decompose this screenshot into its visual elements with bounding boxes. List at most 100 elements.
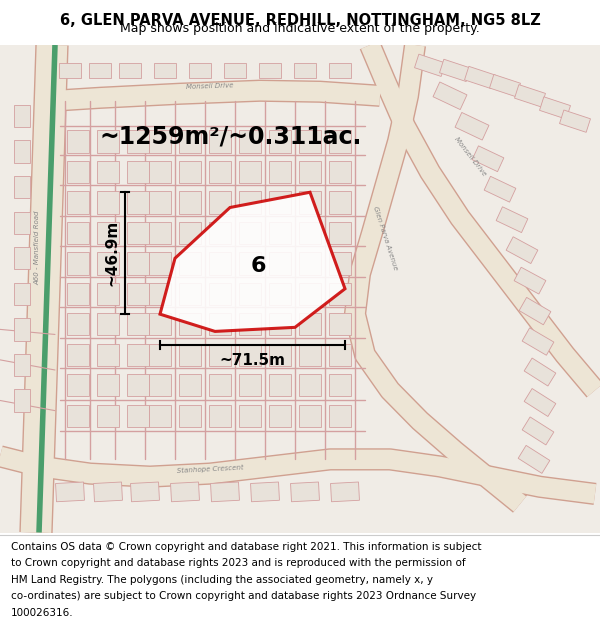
Bar bbox=[329, 130, 351, 152]
Bar bbox=[97, 404, 119, 427]
Bar bbox=[490, 74, 520, 97]
Bar bbox=[518, 446, 550, 473]
Text: co-ordinates) are subject to Crown copyright and database rights 2023 Ordnance S: co-ordinates) are subject to Crown copyr… bbox=[11, 591, 476, 601]
Bar bbox=[269, 313, 291, 336]
Bar bbox=[127, 252, 149, 274]
Bar bbox=[149, 313, 171, 336]
Bar bbox=[415, 54, 445, 76]
Text: Monsell Drive: Monsell Drive bbox=[186, 83, 234, 91]
Bar bbox=[97, 344, 119, 366]
Bar bbox=[239, 282, 261, 305]
Bar bbox=[239, 161, 261, 183]
Bar bbox=[259, 63, 281, 78]
Bar bbox=[299, 404, 321, 427]
Text: ~46.9m: ~46.9m bbox=[104, 220, 119, 286]
Bar bbox=[211, 482, 239, 502]
Bar bbox=[14, 176, 30, 198]
Bar bbox=[67, 222, 89, 244]
Bar bbox=[97, 222, 119, 244]
Bar bbox=[67, 130, 89, 152]
Bar bbox=[329, 252, 351, 274]
Bar bbox=[209, 252, 231, 274]
Bar bbox=[209, 404, 231, 427]
Bar bbox=[149, 344, 171, 366]
Text: 100026316.: 100026316. bbox=[11, 608, 73, 618]
Bar bbox=[179, 252, 201, 274]
Bar bbox=[524, 389, 556, 416]
Bar bbox=[519, 298, 551, 325]
Bar bbox=[269, 161, 291, 183]
Bar bbox=[239, 404, 261, 427]
Bar bbox=[299, 130, 321, 152]
Bar bbox=[514, 268, 546, 294]
Bar bbox=[522, 417, 554, 445]
Bar bbox=[329, 344, 351, 366]
Bar bbox=[524, 358, 556, 386]
Bar bbox=[433, 82, 467, 109]
Bar bbox=[299, 161, 321, 183]
Bar bbox=[239, 222, 261, 244]
Bar bbox=[269, 282, 291, 305]
Text: Monsell Drive: Monsell Drive bbox=[453, 136, 487, 178]
Bar bbox=[269, 344, 291, 366]
Bar bbox=[209, 130, 231, 152]
Bar bbox=[67, 282, 89, 305]
Text: 6: 6 bbox=[250, 256, 266, 276]
Text: to Crown copyright and database rights 2023 and is reproduced with the permissio: to Crown copyright and database rights 2… bbox=[11, 558, 466, 568]
Bar bbox=[149, 252, 171, 274]
Bar bbox=[127, 313, 149, 336]
Bar bbox=[299, 191, 321, 214]
Bar bbox=[94, 482, 122, 502]
Bar bbox=[269, 191, 291, 214]
Bar bbox=[269, 374, 291, 396]
Bar bbox=[89, 63, 111, 78]
Bar bbox=[59, 63, 81, 78]
Bar bbox=[14, 318, 30, 341]
Bar bbox=[455, 112, 489, 140]
Bar bbox=[97, 374, 119, 396]
Bar bbox=[484, 176, 516, 202]
Bar bbox=[329, 313, 351, 336]
Bar bbox=[539, 97, 571, 119]
Bar bbox=[14, 247, 30, 269]
Bar bbox=[496, 207, 528, 232]
Bar bbox=[14, 211, 30, 234]
Text: Contains OS data © Crown copyright and database right 2021. This information is : Contains OS data © Crown copyright and d… bbox=[11, 542, 481, 552]
Bar bbox=[440, 59, 470, 81]
Bar bbox=[14, 105, 30, 127]
Bar bbox=[67, 404, 89, 427]
Bar bbox=[149, 130, 171, 152]
Text: A60 - Mansfield Road: A60 - Mansfield Road bbox=[34, 211, 40, 286]
Bar bbox=[67, 374, 89, 396]
Bar bbox=[127, 344, 149, 366]
Bar bbox=[179, 282, 201, 305]
Bar bbox=[299, 252, 321, 274]
Bar bbox=[209, 313, 231, 336]
Bar bbox=[97, 282, 119, 305]
Bar bbox=[179, 404, 201, 427]
Bar bbox=[329, 161, 351, 183]
Bar bbox=[239, 313, 261, 336]
Bar bbox=[127, 191, 149, 214]
Text: Stanhope Crescent: Stanhope Crescent bbox=[176, 465, 244, 474]
Bar bbox=[269, 404, 291, 427]
Bar bbox=[154, 63, 176, 78]
Bar bbox=[189, 63, 211, 78]
Bar bbox=[67, 252, 89, 274]
Bar bbox=[269, 222, 291, 244]
Bar bbox=[209, 282, 231, 305]
Bar bbox=[560, 110, 590, 132]
Bar bbox=[209, 374, 231, 396]
Bar bbox=[239, 344, 261, 366]
Bar bbox=[127, 404, 149, 427]
Bar bbox=[149, 404, 171, 427]
Bar bbox=[209, 191, 231, 214]
Bar bbox=[149, 191, 171, 214]
Bar bbox=[329, 191, 351, 214]
Bar bbox=[329, 63, 351, 78]
Bar bbox=[329, 222, 351, 244]
Bar bbox=[149, 222, 171, 244]
Bar bbox=[127, 130, 149, 152]
Text: ~1259m²/~0.311ac.: ~1259m²/~0.311ac. bbox=[100, 124, 362, 148]
Bar bbox=[119, 63, 141, 78]
